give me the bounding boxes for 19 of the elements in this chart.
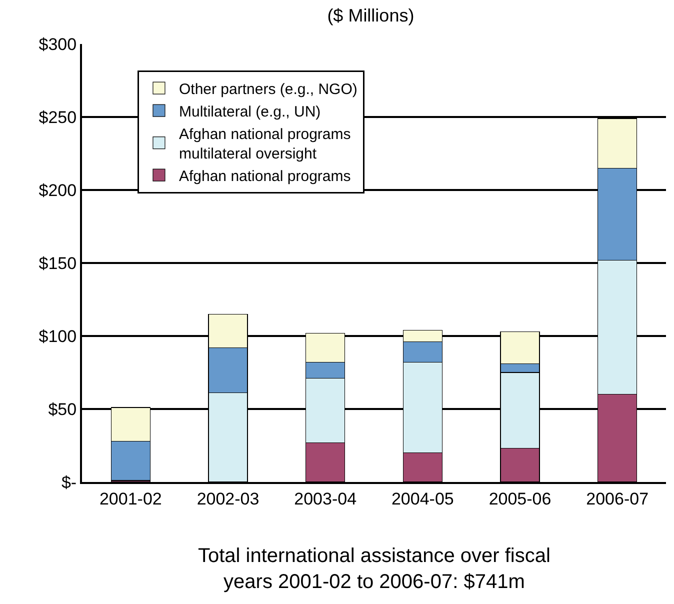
legend-label: Other partners (e.g., NGO) [178,80,358,98]
x-tick-label: 2004-05 [391,489,454,508]
y-tick-label: $50 [48,400,77,419]
x-tick-label: 2006-07 [586,489,649,508]
chart-title: ($ Millions) [327,6,414,26]
y-tick-label: $150 [38,254,77,273]
x-tick-label: 2002-03 [196,489,260,508]
y-tick-label: $- [61,472,77,492]
x-tick-label: 2001-02 [99,489,162,508]
text: Total international assistance over fiscal years 2001-02 to 2006-07: $741m [198,545,550,593]
legend-label: Afghan national programs [178,168,351,185]
y-tick-label: $250 [38,108,77,127]
x-tick-label: 2003-04 [294,489,357,508]
legend-label: Afghan national programs multilateral oversight [178,126,351,162]
y-tick-label: $100 [38,326,77,346]
legend-label: Multilateral (e.g., UN) [178,103,321,120]
x-tick-label: 2005-06 [488,489,552,508]
y-tick-label: $300 [38,34,77,54]
y-tick-label: $200 [38,180,77,200]
